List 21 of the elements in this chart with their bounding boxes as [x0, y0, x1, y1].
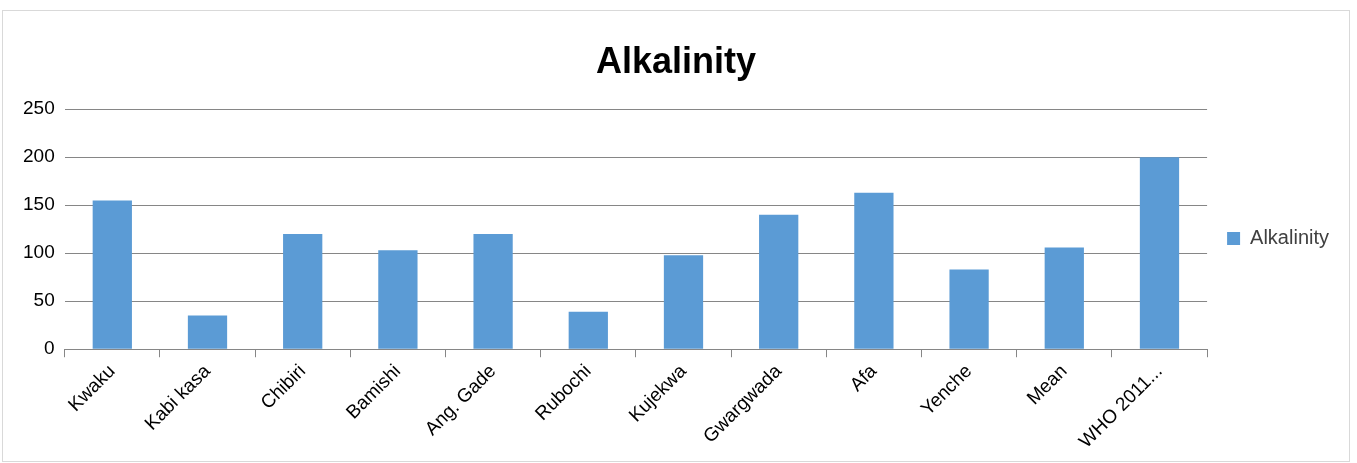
bar: [1139, 157, 1180, 349]
bar: [854, 192, 894, 349]
x-tick-label: Afa: [845, 359, 881, 395]
legend-label: Alkalinity: [1250, 226, 1330, 249]
bar: [1044, 247, 1084, 349]
bar: [473, 234, 513, 349]
bar: [92, 200, 132, 349]
y-tick-label: 0: [44, 337, 55, 359]
bar: [187, 315, 228, 349]
bar: [949, 269, 989, 349]
bar: [759, 214, 799, 349]
bar: [283, 234, 323, 349]
y-tick-label: 200: [23, 145, 55, 167]
bar: [568, 311, 608, 349]
bar: [378, 250, 418, 349]
y-tick-label: 150: [23, 193, 55, 215]
y-tick-label: 250: [23, 97, 55, 119]
chart-title: Alkalinity: [595, 39, 757, 81]
y-tick-label: 100: [23, 241, 55, 263]
y-tick-label: 50: [33, 289, 55, 311]
bar: [663, 255, 704, 349]
